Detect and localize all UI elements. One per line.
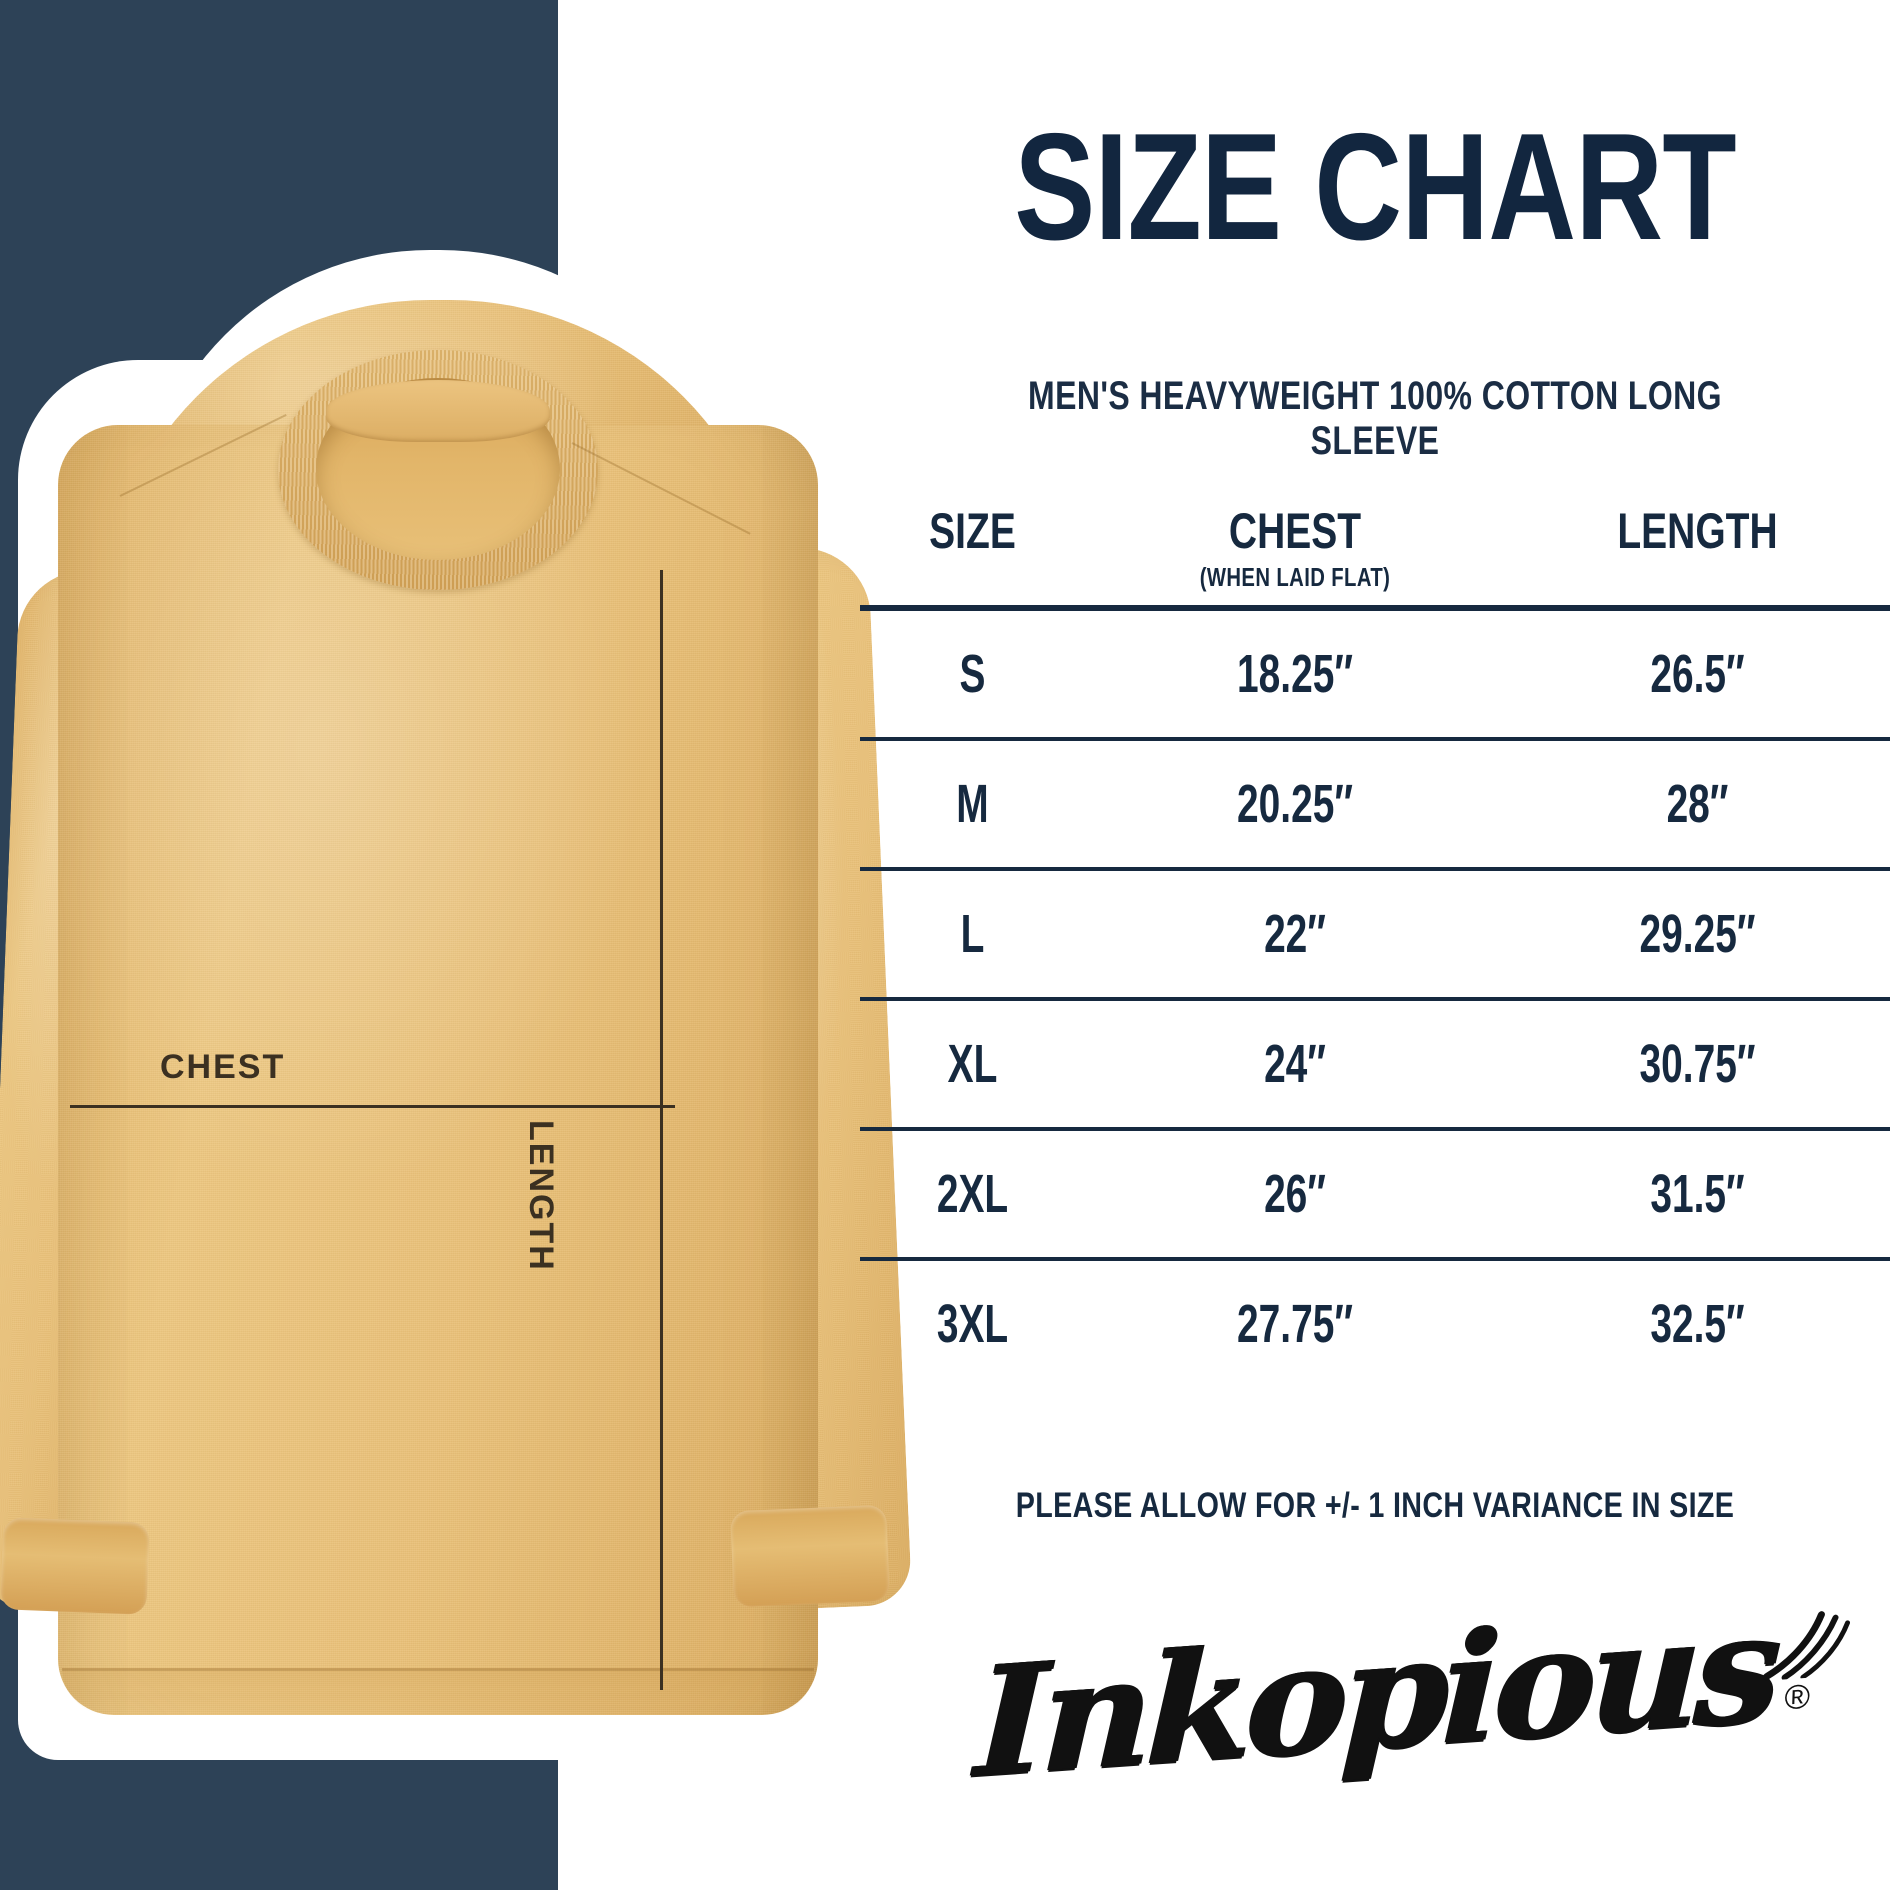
cell-chest: 24″	[1264, 1033, 1326, 1094]
registered-trademark-icon: ®	[1783, 1677, 1811, 1718]
chest-measurement-label: CHEST	[160, 1048, 286, 1086]
cell-length: 32.5″	[1650, 1293, 1745, 1354]
brand-wordmark: Inkopious ®	[973, 1579, 1850, 1811]
column-header-chest: CHEST (WHEN LAID FLAT)	[1131, 505, 1459, 591]
brush-swoosh-icon	[1762, 1611, 1850, 1681]
size-table: SIZE CHEST (WHEN LAID FLAT) LENGTH S 18.…	[860, 505, 1890, 1387]
cell-chest: 26″	[1264, 1163, 1326, 1224]
page-title: SIZE CHART	[1014, 102, 1736, 272]
table-row: 2XL 26″ 31.5″	[860, 1131, 1890, 1257]
shirt-bottom-hem	[62, 1668, 814, 1715]
shirt-illustration: CHEST LENGTH	[0, 230, 920, 1790]
brand-name: Inkopious	[972, 1578, 1778, 1812]
cell-length: 26.5″	[1650, 643, 1745, 704]
table-row-divider	[860, 996, 1890, 1001]
column-header-length: LENGTH	[1617, 503, 1778, 559]
table-row-divider	[860, 866, 1890, 871]
cell-chest: 18.25″	[1237, 643, 1353, 704]
cell-chest: 20.25″	[1237, 773, 1353, 834]
cell-length: 29.25″	[1639, 903, 1756, 964]
cell-chest: 22″	[1264, 903, 1326, 964]
table-row-divider	[860, 736, 1890, 741]
column-header-size: SIZE	[929, 503, 1016, 559]
cell-size: 3XL	[936, 1293, 1009, 1354]
length-measurement-label: LENGTH	[522, 1120, 560, 1272]
table-row: 3XL 27.75″ 32.5″	[860, 1261, 1890, 1387]
cell-size: XL	[947, 1033, 998, 1094]
length-measurement-line	[660, 570, 663, 1690]
cell-size: L	[960, 903, 985, 964]
table-row: S 18.25″ 26.5″	[860, 611, 1890, 737]
cell-length: 31.5″	[1650, 1163, 1745, 1224]
table-row: XL 24″ 30.75″	[860, 1001, 1890, 1127]
column-header-chest-note: (WHEN LAID FLAT)	[1199, 561, 1391, 592]
cell-length: 28″	[1666, 773, 1729, 834]
table-row: L 22″ 29.25″	[860, 871, 1890, 997]
shirt-left-cuff	[0, 1517, 150, 1615]
page-subtitle: MEN'S HEAVYWEIGHT 100% COTTON LONG SLEEV…	[1028, 374, 1722, 463]
table-header-rule	[860, 604, 1890, 611]
cell-length: 30.75″	[1639, 1033, 1756, 1094]
table-row-divider	[860, 1256, 1890, 1261]
cell-size: S	[959, 643, 986, 704]
table-row: M 20.25″ 28″	[860, 741, 1890, 867]
cell-chest: 27.75″	[1237, 1293, 1353, 1354]
table-header-row: SIZE CHEST (WHEN LAID FLAT) LENGTH	[860, 505, 1890, 591]
shirt-neck-tape	[326, 380, 550, 442]
table-row-divider	[860, 1126, 1890, 1131]
cell-size: 2XL	[936, 1163, 1009, 1224]
variance-disclaimer: PLEASE ALLOW FOR +/- 1 INCH VARIANCE IN …	[1015, 1486, 1735, 1525]
info-column: SIZE CHART MEN'S HEAVYWEIGHT 100% COTTON…	[860, 0, 1890, 1890]
cell-size: M	[956, 773, 989, 834]
column-header-chest-label: CHEST	[1228, 503, 1362, 559]
chest-measurement-line	[70, 1105, 675, 1108]
brand-logo: Inkopious ®	[860, 1570, 1890, 1820]
